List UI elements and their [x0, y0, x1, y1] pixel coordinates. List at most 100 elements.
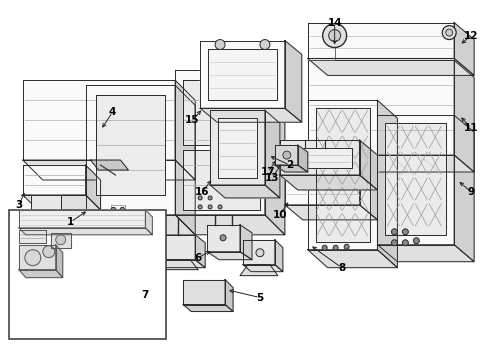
Polygon shape: [19, 210, 146, 228]
Polygon shape: [23, 160, 195, 180]
Polygon shape: [240, 225, 252, 260]
Polygon shape: [275, 145, 298, 165]
Circle shape: [215, 40, 225, 50]
Text: 1: 1: [67, 217, 74, 227]
Polygon shape: [183, 305, 233, 311]
Polygon shape: [377, 245, 474, 262]
Polygon shape: [96, 95, 165, 195]
Circle shape: [344, 244, 349, 249]
Polygon shape: [285, 205, 377, 220]
Polygon shape: [183, 280, 225, 305]
Polygon shape: [210, 185, 280, 198]
Polygon shape: [225, 280, 233, 311]
Polygon shape: [146, 210, 152, 235]
Polygon shape: [316, 108, 369, 242]
Circle shape: [256, 249, 264, 257]
Text: 10: 10: [272, 210, 287, 220]
Circle shape: [322, 245, 327, 250]
Polygon shape: [308, 60, 454, 155]
Polygon shape: [86, 85, 175, 215]
Polygon shape: [207, 225, 240, 252]
Polygon shape: [308, 100, 377, 250]
Circle shape: [220, 235, 226, 241]
Polygon shape: [150, 235, 195, 260]
Circle shape: [56, 235, 66, 245]
Text: 6: 6: [195, 253, 202, 263]
Text: 7: 7: [142, 289, 149, 300]
Polygon shape: [19, 245, 56, 270]
Polygon shape: [275, 240, 283, 272]
Polygon shape: [243, 265, 283, 272]
Circle shape: [120, 207, 125, 212]
Circle shape: [43, 246, 55, 258]
Polygon shape: [377, 115, 454, 245]
Polygon shape: [207, 252, 252, 260]
Text: 8: 8: [338, 263, 345, 273]
Circle shape: [442, 26, 456, 40]
Text: 11: 11: [464, 123, 478, 133]
Polygon shape: [280, 140, 360, 175]
Circle shape: [198, 205, 202, 209]
Polygon shape: [183, 150, 260, 210]
Polygon shape: [240, 265, 278, 276]
Polygon shape: [377, 100, 397, 268]
Polygon shape: [308, 250, 397, 268]
Circle shape: [333, 245, 338, 250]
Text: 9: 9: [467, 187, 475, 197]
Polygon shape: [360, 140, 377, 190]
Bar: [9, 210, 166, 339]
Polygon shape: [23, 165, 86, 195]
Polygon shape: [308, 155, 474, 172]
Polygon shape: [280, 175, 377, 190]
Polygon shape: [200, 108, 302, 122]
Polygon shape: [31, 195, 61, 210]
Polygon shape: [308, 58, 474, 75]
Polygon shape: [285, 170, 360, 205]
Polygon shape: [288, 148, 352, 168]
Polygon shape: [285, 41, 302, 122]
Polygon shape: [454, 60, 474, 172]
Polygon shape: [454, 115, 474, 262]
Circle shape: [402, 240, 408, 246]
Text: 4: 4: [109, 107, 116, 117]
Polygon shape: [195, 235, 205, 268]
Polygon shape: [210, 110, 265, 185]
Circle shape: [329, 30, 341, 41]
Circle shape: [208, 196, 212, 200]
Text: 17: 17: [261, 167, 275, 177]
Polygon shape: [19, 230, 46, 243]
Polygon shape: [275, 165, 308, 172]
Circle shape: [446, 29, 453, 36]
Circle shape: [208, 205, 212, 209]
Polygon shape: [175, 85, 195, 235]
Polygon shape: [56, 245, 63, 278]
Polygon shape: [19, 270, 63, 278]
Polygon shape: [19, 228, 152, 235]
Polygon shape: [23, 80, 175, 160]
Circle shape: [111, 207, 116, 212]
Circle shape: [25, 250, 41, 266]
Circle shape: [260, 40, 270, 50]
Text: 13: 13: [265, 173, 279, 183]
Polygon shape: [183, 80, 260, 145]
Polygon shape: [200, 41, 285, 108]
Polygon shape: [86, 215, 195, 235]
Polygon shape: [360, 170, 377, 220]
Polygon shape: [91, 160, 128, 170]
Circle shape: [414, 238, 419, 244]
Polygon shape: [208, 49, 277, 100]
Polygon shape: [86, 165, 100, 210]
Polygon shape: [298, 145, 308, 172]
Circle shape: [218, 205, 222, 209]
Text: 3: 3: [15, 200, 23, 210]
Text: 2: 2: [286, 160, 294, 170]
Polygon shape: [265, 110, 280, 198]
Circle shape: [198, 196, 202, 200]
Polygon shape: [175, 71, 265, 215]
Text: 14: 14: [327, 18, 342, 28]
Circle shape: [283, 151, 291, 159]
Circle shape: [402, 229, 408, 235]
Text: 5: 5: [256, 293, 264, 302]
Circle shape: [392, 240, 397, 246]
Circle shape: [392, 229, 397, 235]
